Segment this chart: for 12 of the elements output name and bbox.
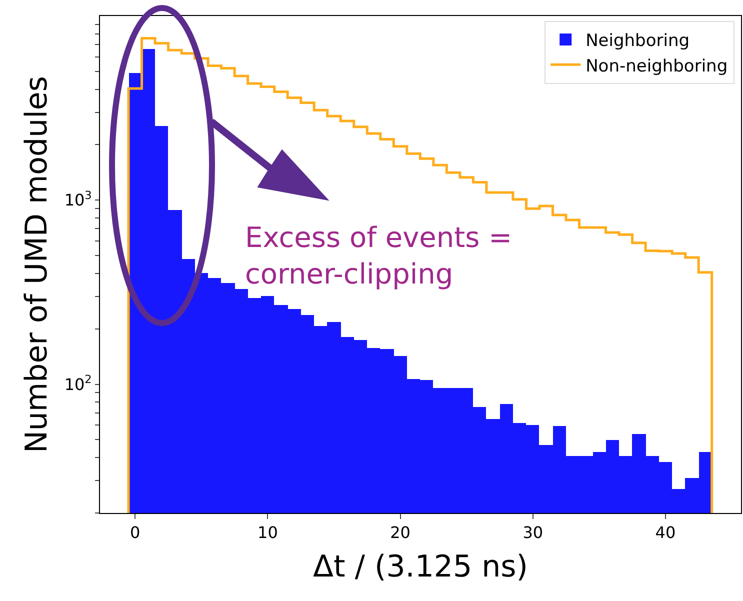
annotation: Excess of events = corner-clipping — [245, 221, 512, 290]
x-tick-label: 20 — [390, 523, 410, 542]
legend-label: Non-neighboring — [586, 56, 728, 76]
y-tick-label: 10$^{2}$ — [64, 373, 92, 394]
y-tick-label: 10$^{3}$ — [64, 189, 92, 210]
x-tick-label: 0 — [130, 523, 140, 542]
y-axis-title: Number of UMD modules — [19, 76, 54, 454]
x-tick-label: 10 — [258, 523, 278, 542]
legend-label: Neighboring — [586, 31, 690, 52]
x-tick-label: 40 — [655, 523, 676, 542]
x-tick-label: 30 — [522, 523, 544, 542]
x-axis-title: Δt / (3.125 ns) — [313, 550, 528, 585]
